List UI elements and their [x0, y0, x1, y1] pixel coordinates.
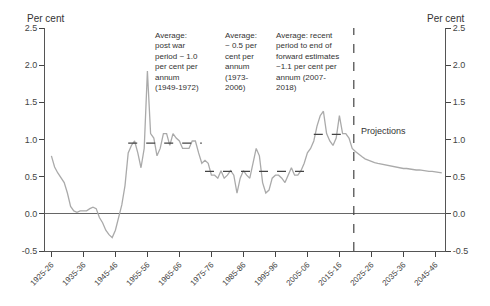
svg-text:1.0: 1.0 — [453, 135, 466, 145]
svg-text:1.5: 1.5 — [25, 97, 38, 107]
svg-text:1.0: 1.0 — [25, 135, 38, 145]
svg-text:-0.5: -0.5 — [22, 246, 38, 256]
svg-text:1935-36: 1935-36 — [61, 260, 89, 288]
svg-text:0.0: 0.0 — [453, 209, 466, 219]
svg-text:1965-66: 1965-66 — [157, 260, 185, 288]
svg-text:2035-36: 2035-36 — [381, 260, 409, 288]
svg-text:1995-96: 1995-96 — [253, 260, 281, 288]
svg-text:0.5: 0.5 — [25, 172, 38, 182]
svg-text:1.5: 1.5 — [453, 97, 466, 107]
svg-text:Average:~ 0.5 percent perannum: Average:~ 0.5 percent perannum(1973-2006… — [225, 31, 257, 92]
svg-text:Per cent: Per cent — [427, 13, 464, 24]
svg-text:Projections: Projections — [361, 126, 406, 136]
svg-text:0.5: 0.5 — [453, 172, 466, 182]
svg-text:2015-16: 2015-16 — [317, 260, 345, 288]
svg-text:2.0: 2.0 — [453, 60, 466, 70]
svg-text:2.5: 2.5 — [453, 23, 466, 33]
svg-text:1955-56: 1955-56 — [125, 260, 153, 288]
svg-text:Average: recentperiod to end o: Average: recentperiod to end offorward e… — [276, 31, 339, 92]
svg-text:1945-46: 1945-46 — [93, 260, 121, 288]
svg-text:0.0: 0.0 — [25, 209, 38, 219]
svg-text:2.5: 2.5 — [25, 23, 38, 33]
svg-text:Average:post warperiod ~ 1.0pe: Average:post warperiod ~ 1.0per cent per… — [155, 31, 199, 92]
svg-text:2045-46: 2045-46 — [413, 260, 441, 288]
svg-text:1975-76: 1975-76 — [189, 260, 217, 288]
svg-text:2025-26: 2025-26 — [349, 260, 377, 288]
svg-text:2005-06: 2005-06 — [285, 260, 313, 288]
svg-text:1985-86: 1985-86 — [221, 260, 249, 288]
svg-text:-0.5: -0.5 — [453, 246, 469, 256]
svg-text:1925-26: 1925-26 — [29, 260, 57, 288]
svg-text:2.0: 2.0 — [25, 60, 38, 70]
svg-text:Per cent: Per cent — [27, 13, 64, 24]
